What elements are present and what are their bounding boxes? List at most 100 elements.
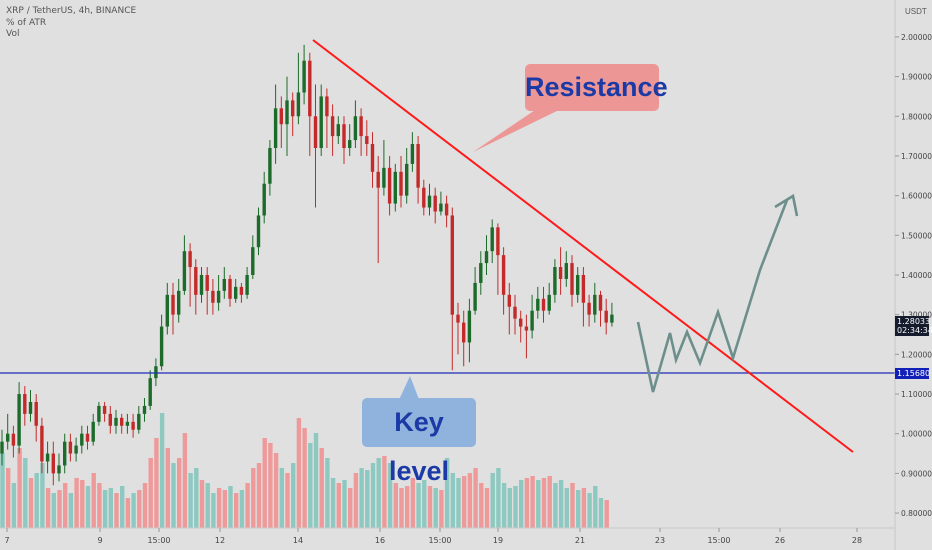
candle xyxy=(137,405,141,434)
volume-bar xyxy=(45,488,51,528)
candle xyxy=(319,84,323,156)
candle-body xyxy=(536,298,540,311)
volume-bar xyxy=(97,483,102,528)
candle-body xyxy=(490,227,494,252)
current-price-value: 1.28033 xyxy=(897,317,931,326)
candle-body xyxy=(524,326,529,331)
symbol-title[interactable]: XRP / TetherUS, 4h, BINANCE xyxy=(6,6,137,16)
candle xyxy=(399,155,403,208)
candle xyxy=(199,267,204,303)
candle-body xyxy=(273,108,278,149)
projection-path xyxy=(636,199,789,393)
volume-bar xyxy=(593,486,598,528)
candle-body xyxy=(336,124,340,137)
currency-unit-label: USDT xyxy=(905,7,927,16)
volume-bar xyxy=(456,478,461,528)
candle-body xyxy=(205,274,209,291)
candle-body xyxy=(51,453,55,474)
candle xyxy=(313,84,318,208)
candle xyxy=(410,132,415,172)
volume-bar xyxy=(194,468,199,528)
candle-body xyxy=(547,294,551,311)
candle-body xyxy=(199,274,204,295)
candle xyxy=(17,382,21,454)
volume-bar xyxy=(501,483,507,528)
candle xyxy=(228,274,232,307)
volume-bar xyxy=(239,490,245,528)
candle xyxy=(382,140,386,196)
candle-body xyxy=(17,394,21,446)
time-tick-label: 12 xyxy=(215,536,225,545)
volume-bar xyxy=(85,486,91,528)
key-level-callout: Key level xyxy=(362,398,476,486)
candle xyxy=(593,282,597,323)
candle-body xyxy=(171,294,175,315)
candle xyxy=(587,294,591,327)
candle xyxy=(393,163,397,212)
candle xyxy=(365,120,369,156)
volume-bar xyxy=(279,468,284,528)
candle xyxy=(530,294,534,339)
volume-bar xyxy=(330,478,336,528)
volume-bar xyxy=(598,498,604,528)
volume-bar xyxy=(473,468,478,528)
candle xyxy=(262,171,266,224)
candle-body xyxy=(507,294,511,307)
candle-body xyxy=(256,215,261,248)
volume-bar xyxy=(524,478,530,528)
volume-bar xyxy=(348,488,353,528)
volume-bar xyxy=(142,483,148,528)
volume-bar xyxy=(444,458,450,528)
candle xyxy=(405,148,409,204)
candle xyxy=(308,52,312,156)
candle xyxy=(479,251,483,295)
volume-bar xyxy=(507,488,512,528)
candle xyxy=(256,207,261,256)
candle-body xyxy=(604,310,608,323)
candle xyxy=(291,92,295,137)
candle-body xyxy=(251,247,255,275)
candle xyxy=(114,409,118,434)
candle xyxy=(507,282,511,335)
candle-body xyxy=(102,405,107,414)
candle xyxy=(462,310,466,367)
volume-bar xyxy=(604,500,609,528)
candle xyxy=(484,235,489,275)
candle xyxy=(125,413,130,434)
candle xyxy=(97,401,101,426)
volume-bar xyxy=(536,480,541,528)
candle-body xyxy=(114,417,118,426)
volume-bar xyxy=(251,468,256,528)
candle xyxy=(581,267,586,327)
candle-body xyxy=(330,116,335,137)
candle xyxy=(23,386,27,426)
candle xyxy=(91,413,95,446)
price-tick-label: 1.80000 xyxy=(901,112,932,121)
candle-body xyxy=(553,267,557,295)
key-level-price-tag: 1.15680 xyxy=(895,368,931,379)
candle-body xyxy=(376,171,380,188)
volume-bar xyxy=(581,488,587,528)
volume-bar xyxy=(159,413,165,528)
candle-body xyxy=(245,274,249,295)
candle xyxy=(45,441,50,474)
candle-body xyxy=(268,148,272,184)
volume-bar xyxy=(541,478,547,528)
candle-body xyxy=(325,96,329,117)
resistance-trendline[interactable] xyxy=(312,39,854,453)
volume-bar xyxy=(120,486,125,528)
candle xyxy=(490,219,494,264)
candle-body xyxy=(279,108,283,125)
candle-body xyxy=(365,136,369,145)
atr-indicator-label[interactable]: % of ATR xyxy=(6,17,47,28)
volume-bar xyxy=(205,483,210,528)
candle xyxy=(570,255,574,307)
candle xyxy=(519,310,523,343)
volume-bar xyxy=(302,428,307,528)
candle-body xyxy=(558,267,563,279)
volume-indicator-label[interactable]: Vol xyxy=(6,29,20,39)
volume-bar xyxy=(74,478,79,528)
price-tick-label: 1.60000 xyxy=(901,192,932,201)
candle-body xyxy=(405,163,409,196)
